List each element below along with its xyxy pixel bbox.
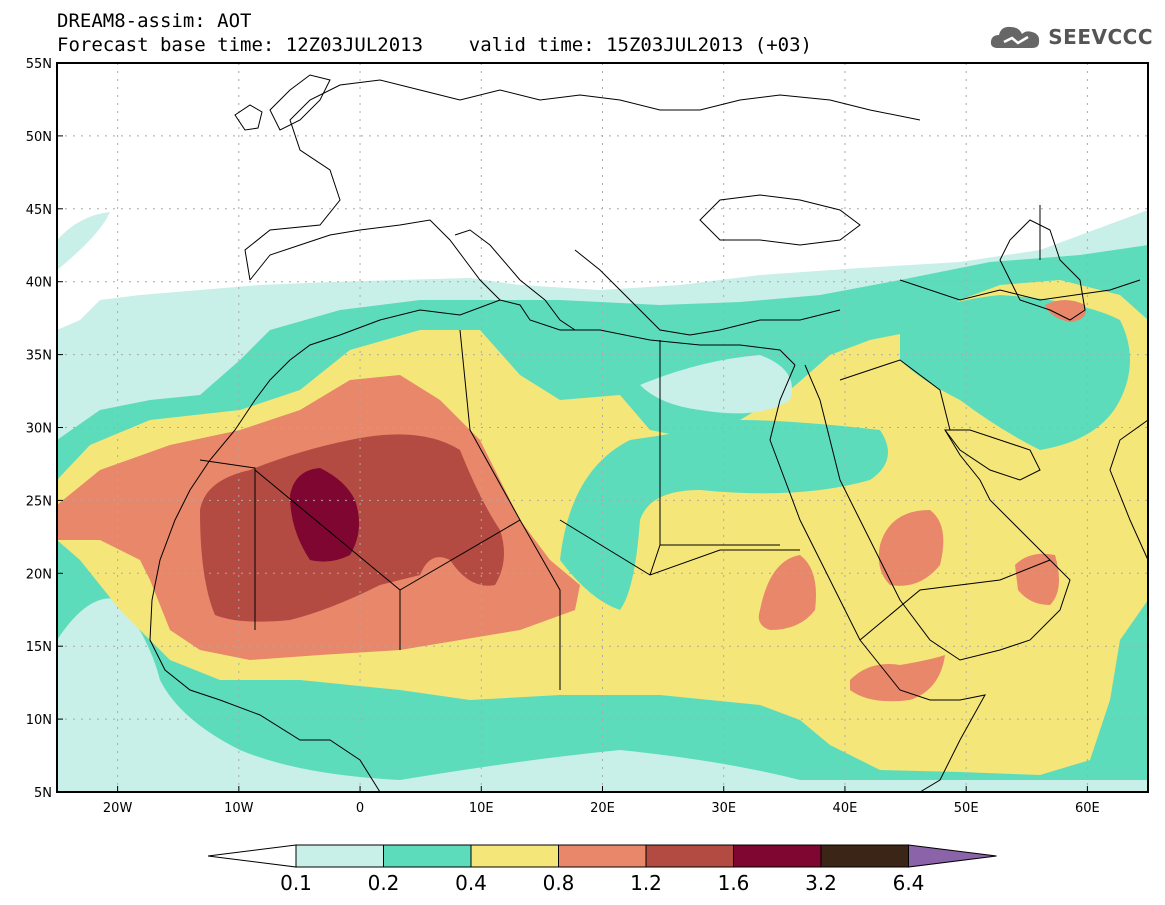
- colorbar-level-label: 1.6: [718, 871, 750, 895]
- colorbar-level-label: 6.4: [893, 871, 925, 895]
- colorbar-box: [558, 844, 647, 868]
- lon-tick-label: 20W: [103, 801, 133, 816]
- lon-tick-label: 60E: [1075, 801, 1100, 816]
- lon-tick-label: 20E: [590, 801, 615, 816]
- lat-tick-label: 55N: [26, 57, 52, 72]
- colorbar-level-label: 0.4: [455, 871, 487, 895]
- colorbar-level-label: 0.8: [543, 871, 575, 895]
- aot-hole-0-1-med: [640, 355, 792, 414]
- lat-tick-label: 40N: [26, 276, 52, 291]
- colorbar-box: [733, 844, 822, 868]
- aot-map: 5N 10N 15N 20N 25N 30N 35N 40N 45N 50N 55N 20W 10W 0…: [26, 57, 1149, 816]
- aot-patch-0-8-arabia: [878, 510, 944, 586]
- lat-tick-label: 20N: [26, 567, 52, 582]
- lon-tick-label: 50E: [954, 801, 979, 816]
- lon-tick-label: 10E: [469, 801, 494, 816]
- forecast-time-subtitle: Forecast base time: 12Z03JUL2013 valid t…: [57, 34, 812, 56]
- aot-colorbar: 0.1 0.2 0.4 0.8 1.2 1.6 3.2 6.4: [207, 844, 997, 895]
- lat-tick-label: 25N: [26, 494, 52, 509]
- lat-tick-label: 30N: [26, 422, 52, 437]
- lat-tick-label: 45N: [26, 203, 52, 218]
- lon-tick-label: 30E: [711, 801, 736, 816]
- colorbar-box: [470, 844, 559, 868]
- colorbar-boxes: [207, 844, 997, 868]
- colorbar-level-label: 0.1: [280, 871, 312, 895]
- logo-text: SEEVCCC: [1048, 25, 1153, 49]
- colorbar-level-label: 3.2: [805, 871, 837, 895]
- lat-tick-label: 10N: [26, 713, 52, 728]
- aot-patch-0-8-oman: [1015, 553, 1059, 605]
- colorbar-max-arrow: [908, 844, 997, 868]
- aot-band-1-6: [290, 468, 359, 562]
- colorbar-level-label: 0.2: [368, 871, 400, 895]
- lat-tick-label: 15N: [26, 640, 52, 655]
- lat-tick-label: 50N: [26, 130, 52, 145]
- colorbar-box: [820, 844, 909, 868]
- colorbar-box: [383, 844, 472, 868]
- aot-hole-0-2-caspian: [900, 295, 1130, 450]
- colorbar-labels: 0.1 0.2 0.4 0.8 1.2 1.6 3.2 6.4: [280, 871, 924, 895]
- aot-band-0-1-cap: [57, 212, 110, 270]
- seevccc-logo: SEEVCCC: [988, 22, 1153, 52]
- lon-tick-label: 0: [356, 801, 364, 816]
- chart-title: DREAM8-assim: AOT: [57, 10, 252, 32]
- lat-tick-label: 35N: [26, 349, 52, 364]
- cloud-icon: [991, 26, 1040, 48]
- aot-hole-0-2-east: [560, 420, 888, 610]
- lat-tick-label: 5N: [34, 786, 52, 801]
- coastlines: [149, 74, 1148, 792]
- colorbar-min-arrow: [207, 844, 297, 868]
- colorbar-box: [645, 844, 734, 868]
- colorbar-box: [295, 844, 384, 868]
- colorbar-level-label: 1.2: [630, 871, 662, 895]
- lon-labels: 20W 10W 0 10E 20E 30E 40E 50E 60E: [103, 786, 1100, 816]
- gridlines: [57, 63, 1148, 792]
- lon-tick-label: 40E: [833, 801, 858, 816]
- lon-tick-label: 10W: [224, 801, 254, 816]
- lat-labels: 5N 10N 15N 20N 25N 30N 35N 40N 45N 50N 55N: [26, 57, 63, 801]
- aot-patch-0-8-yemen: [850, 655, 945, 702]
